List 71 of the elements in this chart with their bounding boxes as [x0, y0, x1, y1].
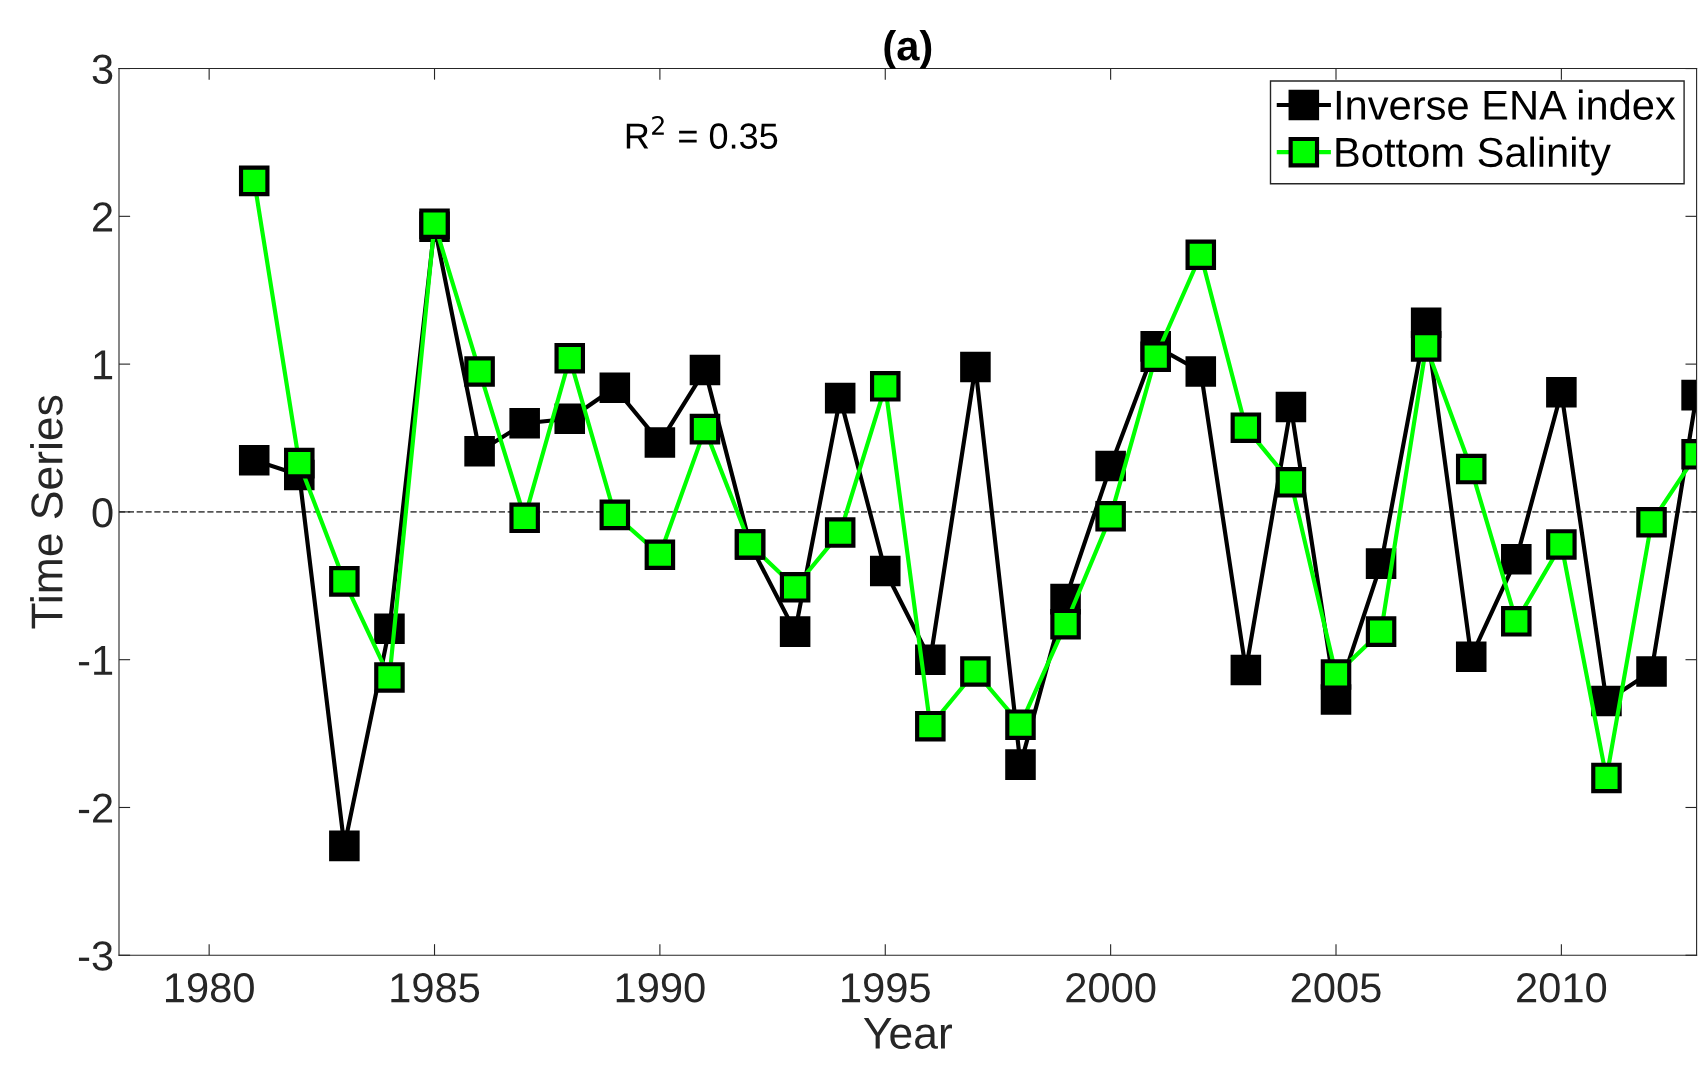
point: [1230, 412, 1262, 443]
point: [1455, 641, 1487, 673]
point: [329, 566, 360, 597]
chart-title: (a): [884, 30, 932, 69]
point: [329, 830, 360, 862]
y-tick-label: 1: [94, 350, 113, 380]
point: [644, 539, 676, 571]
point: [1320, 659, 1352, 690]
point: [1636, 656, 1667, 687]
y-tick-label: 3: [92, 54, 113, 85]
point: [1185, 356, 1217, 387]
x-tick-label: 1990: [616, 973, 705, 1003]
point: [915, 710, 946, 742]
point: [1095, 501, 1126, 532]
point: [238, 165, 270, 197]
point: [509, 407, 540, 439]
point: [509, 502, 540, 534]
point: [1501, 605, 1532, 637]
point: [644, 427, 676, 458]
point: [779, 616, 811, 647]
x-tick-label: 1985: [391, 973, 480, 1003]
point: [1591, 762, 1622, 794]
x-tick-label: 1980: [165, 973, 254, 1003]
point: [1005, 749, 1036, 780]
point: [869, 555, 901, 587]
point: [1275, 391, 1307, 423]
x-tick-label: 2005: [1291, 973, 1381, 1003]
point: [1095, 450, 1126, 482]
point: [284, 447, 315, 479]
point: [1546, 376, 1577, 408]
point: [1410, 331, 1442, 362]
x-tick-label: 2000: [1066, 973, 1156, 1003]
point: [689, 354, 721, 386]
point: [1140, 341, 1171, 373]
point: [1636, 506, 1667, 538]
point: [1185, 239, 1217, 271]
point: [599, 372, 631, 404]
y-tick-label: -1: [78, 646, 113, 675]
point: [960, 351, 991, 383]
point: [779, 571, 811, 603]
point: [1455, 453, 1487, 485]
point: [1005, 709, 1036, 740]
point: [869, 371, 901, 402]
point: [1546, 529, 1577, 560]
point: [1230, 654, 1262, 686]
annotation: R$^{2}$ = 0.35: [626, 115, 778, 149]
point: [960, 656, 991, 687]
point: [1050, 608, 1081, 640]
point: [374, 662, 405, 693]
point: [824, 382, 856, 414]
x-tick-label: 2010: [1517, 973, 1607, 1003]
y-tick-label: -3: [78, 941, 113, 971]
legend-label: Inverse ENA index: [1336, 89, 1676, 120]
point: [689, 413, 721, 445]
point: [599, 499, 631, 531]
y-tick-label: 2: [93, 202, 113, 232]
point: [1501, 543, 1532, 575]
y-tick-label: -2: [78, 793, 113, 823]
legend-label: Bottom Salinity: [1336, 136, 1611, 176]
y-axis-title: Time Series: [30, 395, 63, 629]
point: [238, 444, 270, 476]
point: [464, 356, 495, 387]
point: [1365, 616, 1397, 647]
y-tick-label: 0: [92, 497, 113, 528]
point: [554, 342, 586, 374]
point: [464, 436, 495, 467]
point: [1275, 467, 1307, 498]
x-axis-title: Year: [863, 1017, 952, 1049]
point: [824, 517, 856, 548]
x-tick-label: 1995: [842, 973, 930, 1003]
point: [554, 403, 586, 435]
